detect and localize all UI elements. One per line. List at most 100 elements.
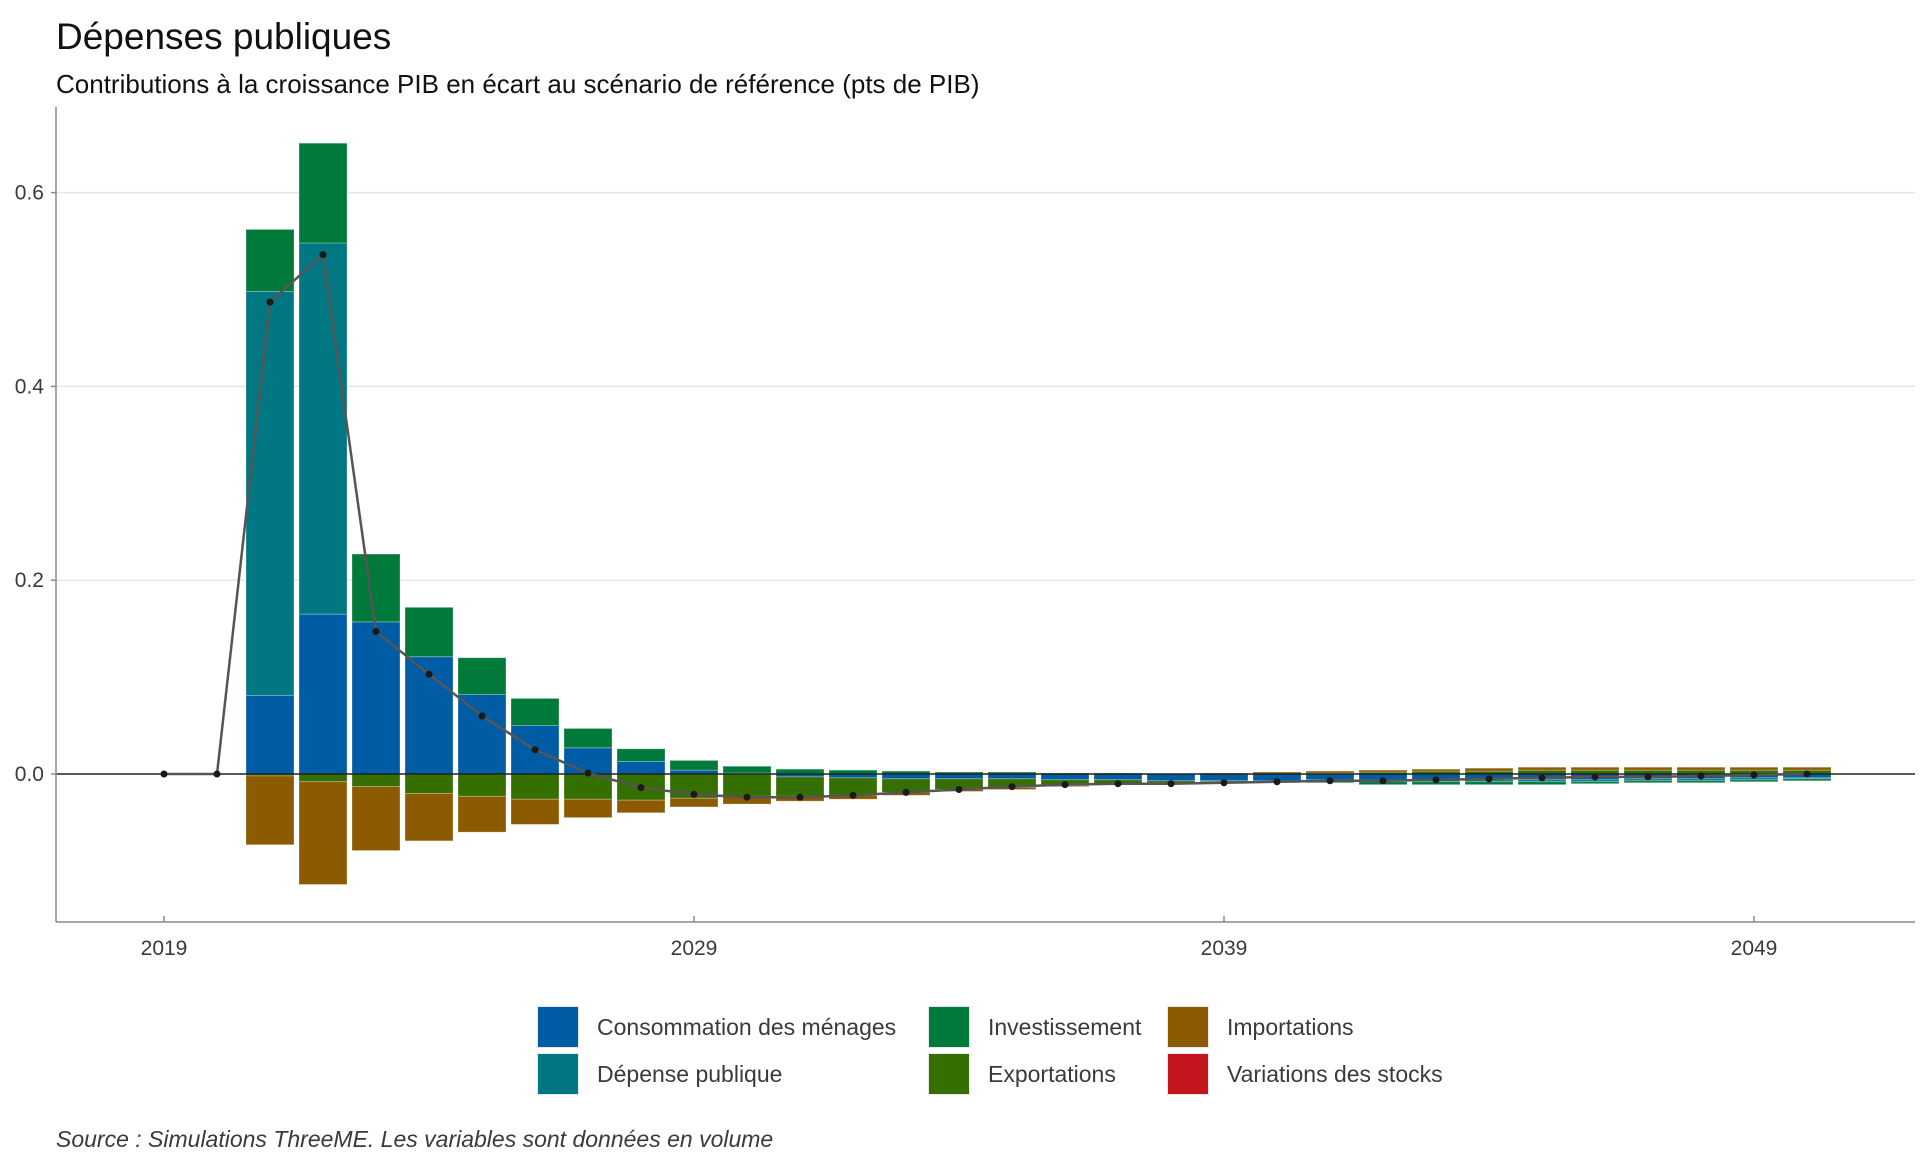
bar-segment-exp (404, 773, 454, 794)
total-point (372, 628, 380, 636)
total-point (584, 769, 592, 777)
total-line (160, 251, 1811, 801)
bar-segment-imp (1358, 769, 1408, 773)
total-point (1167, 780, 1175, 788)
total-point (1485, 775, 1493, 783)
bar-segment-imp (1782, 766, 1832, 771)
total-point (425, 670, 433, 678)
bar-segment-inv (298, 142, 348, 244)
total-point (531, 746, 539, 754)
total-point (743, 793, 751, 801)
total-point (1750, 771, 1758, 779)
total-point (1591, 773, 1599, 781)
total-point (1008, 783, 1016, 791)
bar-segment-imp (404, 792, 454, 842)
y-tick-label: 0.0 (15, 763, 44, 786)
bar-segment-exp (351, 773, 401, 787)
total-point (213, 770, 221, 778)
source-note: Source : Simulations ThreeME. Les variab… (56, 1126, 774, 1152)
legend-item-exportations[interactable]: Exportations (928, 1053, 1116, 1095)
bar-segment-inv (404, 606, 454, 658)
chart-subtitle: Contributions à la croissance PIB en éca… (56, 69, 980, 99)
total-point (1644, 773, 1652, 781)
total-point (1379, 777, 1387, 785)
bar-segment-cons (1093, 773, 1143, 781)
total-point (796, 793, 804, 801)
total-point (266, 298, 274, 306)
bar-segment-exp (722, 773, 772, 797)
x-tick-label: 2039 (1201, 937, 1248, 960)
bar-segment-cons (1146, 773, 1196, 782)
legend-label: Investissement (988, 1013, 1142, 1040)
bar-segment-dep (298, 242, 348, 615)
chart-area: 0.0 0.2 0.4 0.6 2019 2029 2039 2049 (15, 107, 1915, 960)
bar-segment-imp (616, 799, 666, 814)
bar-segment-imp (457, 795, 507, 833)
total-point (1273, 778, 1281, 786)
total-point (1538, 774, 1546, 782)
legend-item-consommation[interactable]: Consommation des ménages (537, 1006, 896, 1048)
bar-segment-cons (298, 613, 348, 775)
bar-segment-imp (1305, 770, 1355, 774)
bar-segment-imp (1411, 768, 1461, 772)
total-point (1697, 772, 1705, 780)
total-line-path (164, 252, 1808, 799)
bar-segment-exp (298, 773, 348, 783)
y-ticks: 0.0 0.2 0.4 0.6 (15, 182, 56, 786)
bar-segment-inv (1729, 779, 1779, 783)
y-tick-label: 0.2 (15, 569, 44, 592)
bar-segment-dep (245, 291, 295, 696)
bar-segment-inv (510, 698, 560, 726)
bar-segment-inv (563, 728, 613, 749)
bar-segment-imp (1517, 766, 1567, 771)
bar-segment-inv (351, 553, 401, 623)
legend-label: Exportations (988, 1060, 1116, 1087)
x-tick-label: 2029 (671, 937, 718, 960)
bar-segment-inv (722, 765, 772, 774)
legend-swatch (1167, 1053, 1209, 1095)
legend-item-importations[interactable]: Importations (1167, 1006, 1354, 1048)
bar-segment-imp (1464, 767, 1514, 772)
y-tick-label: 0.4 (15, 375, 45, 398)
legend-label: Consommation des ménages (597, 1013, 897, 1040)
total-point (690, 790, 698, 798)
bar-segment-imp (351, 786, 401, 851)
bar-segment-inv (669, 760, 719, 771)
total-point (1220, 779, 1228, 787)
bar-segment-inv (245, 229, 295, 292)
legend-item-depense-publique[interactable]: Dépense publique (537, 1053, 782, 1095)
total-point (1061, 781, 1069, 789)
bar-segment-imp (1729, 766, 1779, 771)
legend-label: Dépense publique (597, 1060, 783, 1087)
legend-swatch (537, 1053, 579, 1095)
bar-segment-imp (298, 781, 348, 885)
bar-segment-exp (457, 773, 507, 797)
x-tick-label: 2049 (1731, 937, 1778, 960)
bar-segment-inv (1782, 778, 1832, 782)
legend-label: Variations des stocks (1227, 1060, 1443, 1087)
legend-item-variations-stocks[interactable]: Variations des stocks (1167, 1053, 1443, 1095)
x-tick-label: 2019 (141, 937, 188, 960)
x-ticks: 2019 2029 2039 2049 (141, 916, 1778, 960)
legend-swatch (928, 1053, 970, 1095)
y-tick-label: 0.6 (15, 182, 44, 205)
total-point (319, 251, 327, 259)
bar-segment-cons (616, 761, 666, 775)
bar-segment-imp (1623, 766, 1673, 771)
legend-swatch (537, 1006, 579, 1048)
bar-segment-cons (457, 694, 507, 775)
total-point (902, 788, 910, 796)
chart-title: Dépenses publiques (56, 16, 392, 57)
total-point (478, 712, 486, 720)
legend-swatch (1167, 1006, 1209, 1048)
legend-item-investissement[interactable]: Investissement (928, 1006, 1141, 1048)
total-point (849, 791, 857, 799)
bar-segment-cons (351, 621, 401, 775)
legend-label: Importations (1227, 1013, 1354, 1040)
legend-swatch (928, 1006, 970, 1048)
bar-segment-cons (1040, 773, 1090, 781)
bar-segment-inv (616, 748, 666, 762)
total-point (1326, 777, 1334, 785)
total-point (1803, 770, 1811, 778)
bar-segment-imp (669, 797, 719, 808)
